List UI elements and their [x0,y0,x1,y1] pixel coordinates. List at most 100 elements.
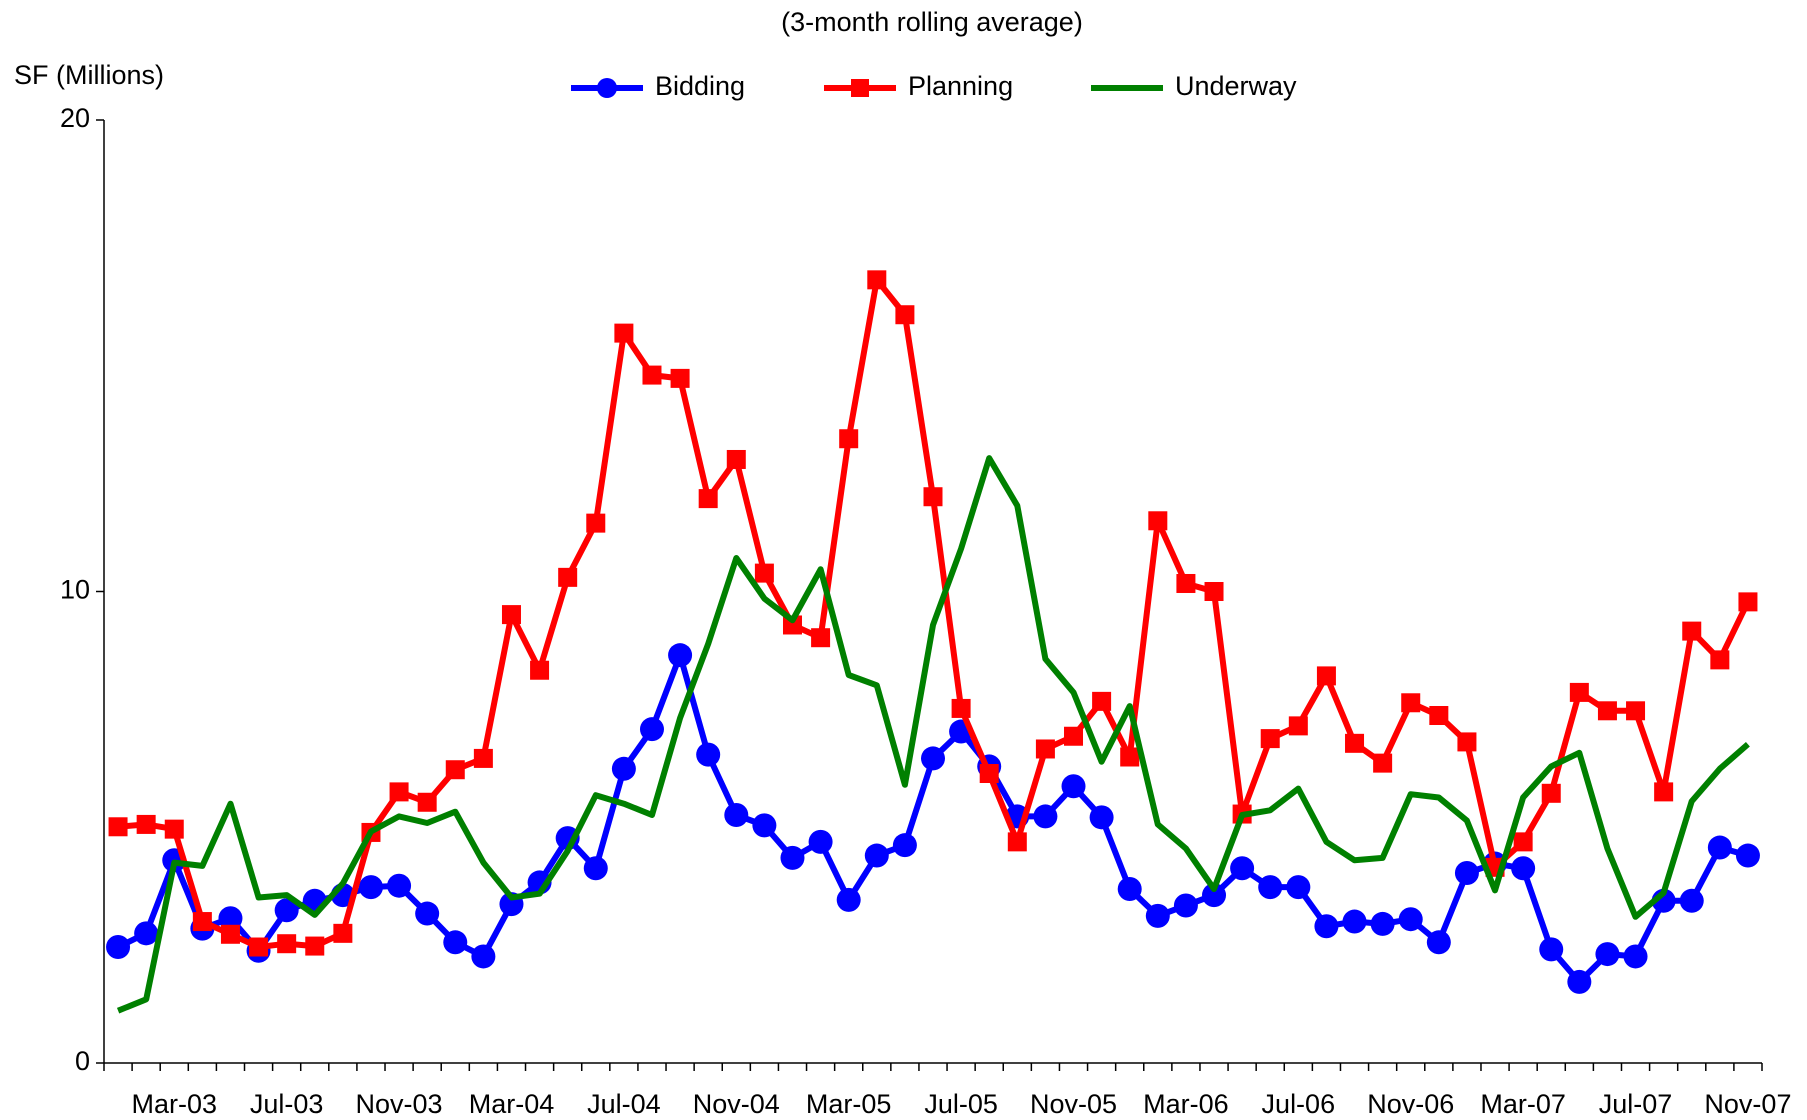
point [1682,621,1702,641]
point [1145,903,1170,928]
point [1345,733,1365,753]
point [583,856,608,881]
point [1597,701,1617,721]
legend-marker [851,79,869,97]
point [1710,650,1730,670]
x-tick-label: Mar-05 [806,1089,892,1119]
point [1679,888,1704,913]
point [1260,729,1280,749]
point [754,563,774,583]
point [501,605,521,625]
x-tick-label: Nov-04 [693,1089,780,1119]
point [951,698,971,718]
point [417,792,437,812]
series-line [116,652,1749,985]
point [1342,909,1367,934]
point [1035,739,1055,759]
legend-label: Bidding [655,71,745,101]
point [389,782,409,802]
point [1092,691,1112,711]
point [614,323,634,343]
legend-marker [597,78,617,98]
point [1626,701,1646,721]
point [1370,911,1395,936]
point [1401,693,1421,713]
point [1457,732,1477,752]
point [642,365,662,385]
point [1539,937,1564,962]
point [1541,783,1561,803]
point [1176,573,1196,593]
point [1089,805,1114,830]
legend: Bidding Planning Underway [571,71,1297,101]
x-tick-label: Mar-03 [131,1089,217,1119]
point [1398,907,1423,932]
point [274,898,299,923]
point [864,843,889,868]
point [1061,774,1086,799]
point [836,887,861,912]
point [445,760,465,780]
point [1595,942,1620,967]
point [1204,582,1224,601]
point [979,763,999,783]
point [726,449,746,469]
point [921,746,945,771]
point [724,802,749,827]
point [1120,747,1140,767]
point [586,513,606,533]
point [333,923,353,943]
point [192,912,212,932]
x-tick-label: Mar-04 [469,1089,555,1119]
point [811,628,831,648]
point [443,930,468,955]
point [639,717,664,742]
point [1288,716,1308,736]
y-tick-label: 10 [60,575,90,605]
x-tick-label: Nov-03 [356,1089,443,1119]
point [558,567,578,587]
point [1007,832,1027,852]
point [1033,804,1058,829]
point [867,270,887,290]
point [1429,706,1449,726]
x-tick-label: Jul-05 [924,1089,998,1119]
point [752,813,777,838]
point [1426,930,1451,955]
x-tick-label: Nov-05 [1030,1089,1117,1119]
point [670,368,690,388]
point [1173,893,1198,918]
point [696,742,721,767]
point [1316,666,1336,686]
point [1707,835,1732,860]
point [1454,860,1479,885]
point [698,489,718,509]
point [1148,511,1168,531]
x-tick-label: Jul-03 [250,1089,324,1119]
point [1654,782,1674,802]
point [387,873,412,898]
point [1373,753,1393,773]
y-axis-label: SF (Millions) [14,60,164,90]
point [1064,726,1084,746]
point [530,660,550,680]
point [1258,875,1283,900]
x-tick-label: Mar-07 [1480,1089,1566,1119]
point [839,429,859,449]
x-tick-label: Jul-06 [1262,1089,1336,1119]
point [277,934,297,954]
x-tick-label: Mar-06 [1143,1089,1229,1119]
point [1202,883,1227,908]
point [611,756,636,781]
point [134,921,159,946]
point [164,819,184,839]
point [1567,969,1592,994]
point [895,305,915,325]
y-tick-label: 20 [60,103,90,133]
point [415,901,440,926]
point [1623,944,1648,969]
point [1117,877,1142,902]
x-tick-label: Jul-07 [1599,1089,1673,1119]
chart-title: (3-month rolling average) [781,7,1083,37]
